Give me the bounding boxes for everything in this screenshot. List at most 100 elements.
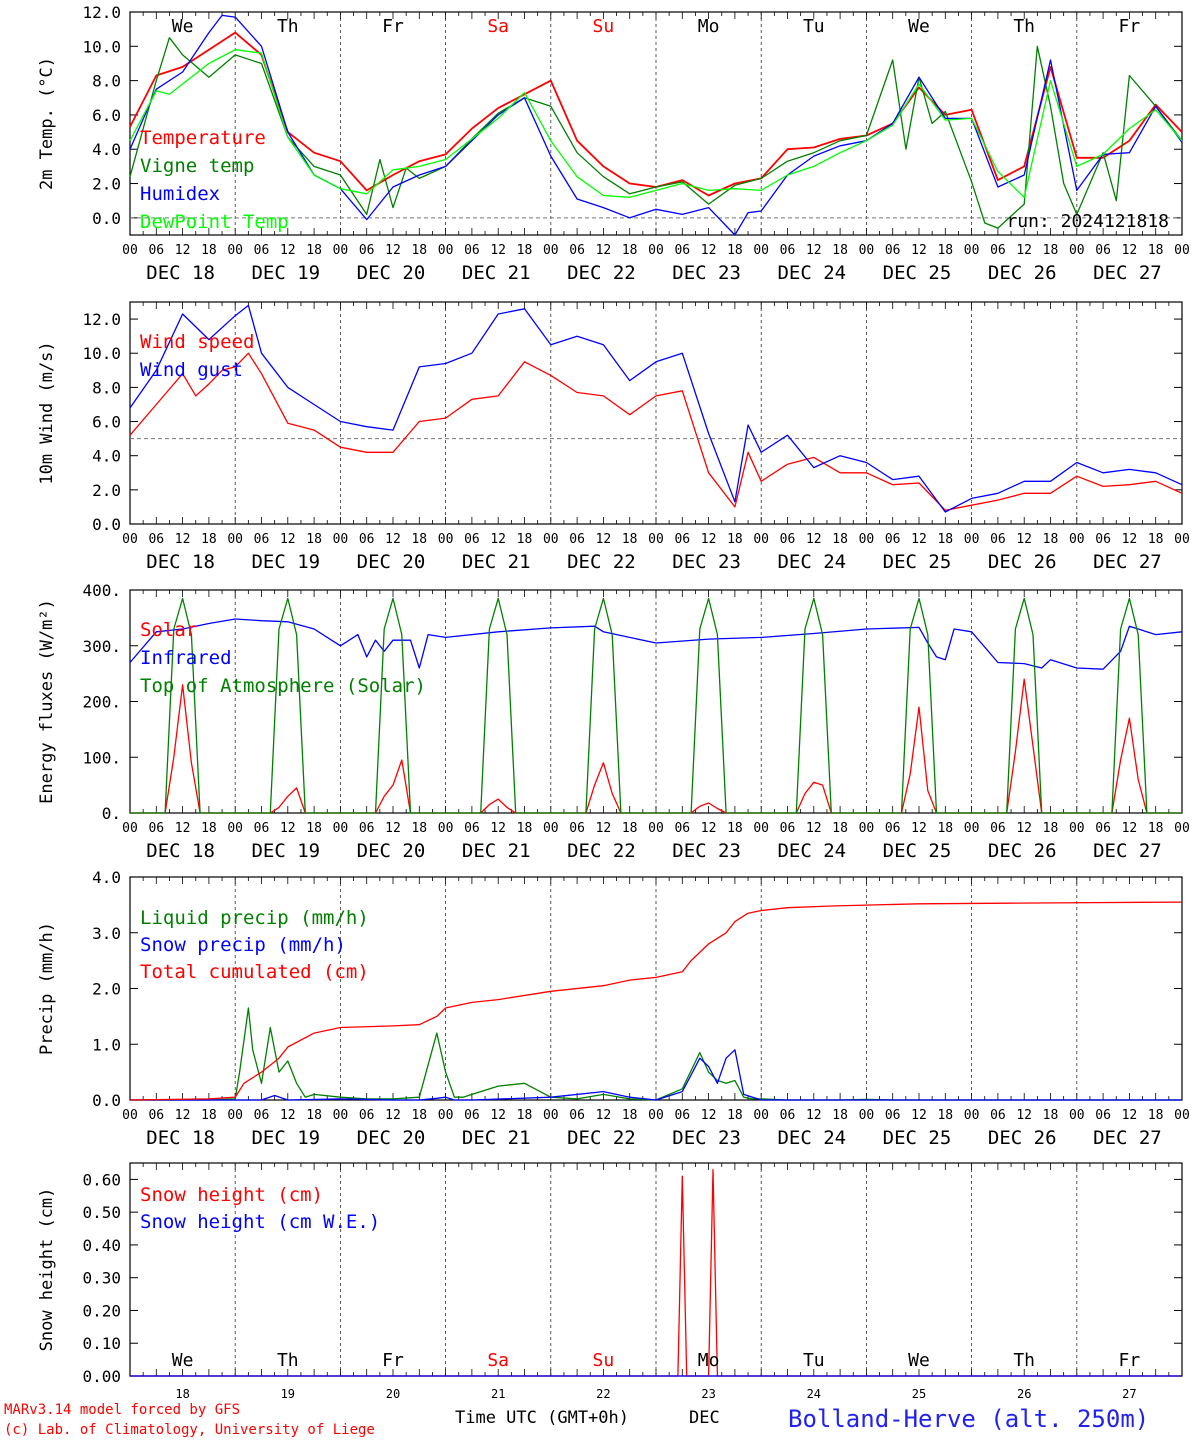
hour-tick-label: 06 [990,243,1006,258]
hour-tick-label: 18 [517,821,533,836]
legend-entry: Vigne temp [140,155,254,177]
hour-tick-label: 12 [175,532,191,547]
hour-tick-label: 06 [569,1108,585,1123]
date-label: DEC 24 [777,551,846,573]
series-line-infrared [129,618,1183,670]
hour-tick-label: 00 [333,243,349,258]
hour-tick-label: 18 [1043,243,1059,258]
model-credit: MARv3.14 model forced by GFS [4,1402,240,1418]
hour-tick-label: 18 [832,1108,848,1123]
hour-tick-label: 12 [280,243,296,258]
hour-tick-label: 00 [543,243,559,258]
hour-tick-label: 18 [306,243,322,258]
hour-tick-label: 00 [753,532,769,547]
y-tick-label: 4.0 [92,140,121,159]
hour-tick-label: 12 [490,243,506,258]
hour-tick-label: 06 [1095,532,1111,547]
series-line-total-cumulated-cm [129,901,1183,1101]
date-label: DEC 26 [988,1127,1057,1149]
hour-tick-label: 06 [254,1108,270,1123]
date-label: DEC 23 [672,551,741,573]
date-label: DEC 27 [1093,840,1162,862]
hour-tick-label: 00 [543,821,559,836]
hour-tick-label: 00 [753,1108,769,1123]
hour-tick-label: 18 [622,243,638,258]
hour-tick-label: 06 [359,532,375,547]
plot-frame [129,589,1183,814]
hour-tick-label: 00 [648,821,664,836]
hour-tick-label: 12 [806,821,822,836]
hour-tick-label: 00 [227,243,243,258]
hour-tick-label: 18 [201,243,217,258]
hour-tick-label: 18 [517,532,533,547]
day-name-label: We [172,16,194,37]
date-label: DEC 25 [883,840,952,862]
y-axis-label: Snow height (cm) [37,1188,57,1352]
hour-tick-label: 12 [385,243,401,258]
hour-tick-label: 12 [1016,243,1032,258]
hour-tick-label: 00 [122,243,138,258]
hour-tick-label: 12 [806,243,822,258]
day-number-label: 23 [701,1387,715,1401]
hour-tick-label: 12 [490,821,506,836]
date-label: DEC 25 [883,262,952,284]
y-tick-label: 2.0 [92,481,121,500]
hour-tick-label: 18 [411,532,427,547]
hour-tick-label: 18 [727,243,743,258]
y-tick-label: 12.0 [82,310,121,329]
date-label: DEC 20 [357,551,426,573]
day-number-label: 26 [1017,1387,1031,1401]
y-tick-label: 0.00 [82,1367,121,1386]
date-label: DEC 20 [357,262,426,284]
lab-credit: (c) Lab. of Climatology, University of L… [4,1422,375,1438]
y-tick-label: 10.0 [82,37,121,56]
station-label: Bolland-Herve (alt. 250m) [788,1405,1149,1433]
chart-panel-1: 0.0 2.0 4.0 6.0 8.0 10.0 12.0 2m Temp. (°C) We Th… [37,3,1190,284]
hour-tick-label: 12 [701,243,717,258]
legend-entry: Snow height (cm) [140,1184,323,1206]
hour-tick-label: 06 [885,821,901,836]
date-label: DEC 19 [251,551,320,573]
hour-tick-label: 12 [175,821,191,836]
y-tick-label: 12.0 [82,3,121,22]
hour-tick-label: 18 [1148,1108,1164,1123]
day-name-label: Mo [698,1350,720,1371]
hour-tick-label: 00 [1174,243,1190,258]
hour-tick-label: 06 [569,821,585,836]
hour-tick-label: 12 [1016,532,1032,547]
hour-tick-label: 06 [885,243,901,258]
hour-tick-label: 12 [596,532,612,547]
hour-tick-label: 00 [122,821,138,836]
hour-tick-label: 00 [438,532,454,547]
hour-tick-label: 06 [148,243,164,258]
y-tick-label: 0.40 [82,1236,121,1255]
hour-tick-label: 06 [780,1108,796,1123]
y-axis-label: Energy fluxes (W/m²) [37,599,57,804]
hour-tick-label: 18 [306,532,322,547]
hour-tick-label: 00 [964,1108,980,1123]
hour-tick-label: 00 [333,1108,349,1123]
hour-tick-label: 06 [569,532,585,547]
hour-tick-label: 12 [280,532,296,547]
y-tick-label: 2.0 [92,980,121,999]
date-label: DEC 20 [357,840,426,862]
day-name-label: Fr [1119,16,1141,37]
day-number-label: 22 [596,1387,610,1401]
hour-tick-label: 00 [964,532,980,547]
y-tick-label: 0.10 [82,1334,121,1353]
hour-tick-label: 06 [359,821,375,836]
hour-tick-label: 00 [859,1108,875,1123]
y-tick-label: 0.50 [82,1203,121,1222]
date-label: DEC 23 [672,262,741,284]
hour-tick-label: 18 [622,532,638,547]
date-label: DEC 24 [777,1127,846,1149]
hour-tick-label: 12 [1122,821,1138,836]
hour-tick-label: 12 [385,1108,401,1123]
y-axis-label: Precip (mm/h) [37,922,57,1055]
y-tick-label: 1.0 [92,1035,121,1054]
run-label: run: 2024121818 [1006,211,1169,232]
day-name-label: Su [593,1350,615,1371]
day-name-label: Th [277,16,299,37]
chart-panel-3: 0. 100. 200. 300. 400. Energy fluxes (W/m²) So… [37,581,1190,862]
